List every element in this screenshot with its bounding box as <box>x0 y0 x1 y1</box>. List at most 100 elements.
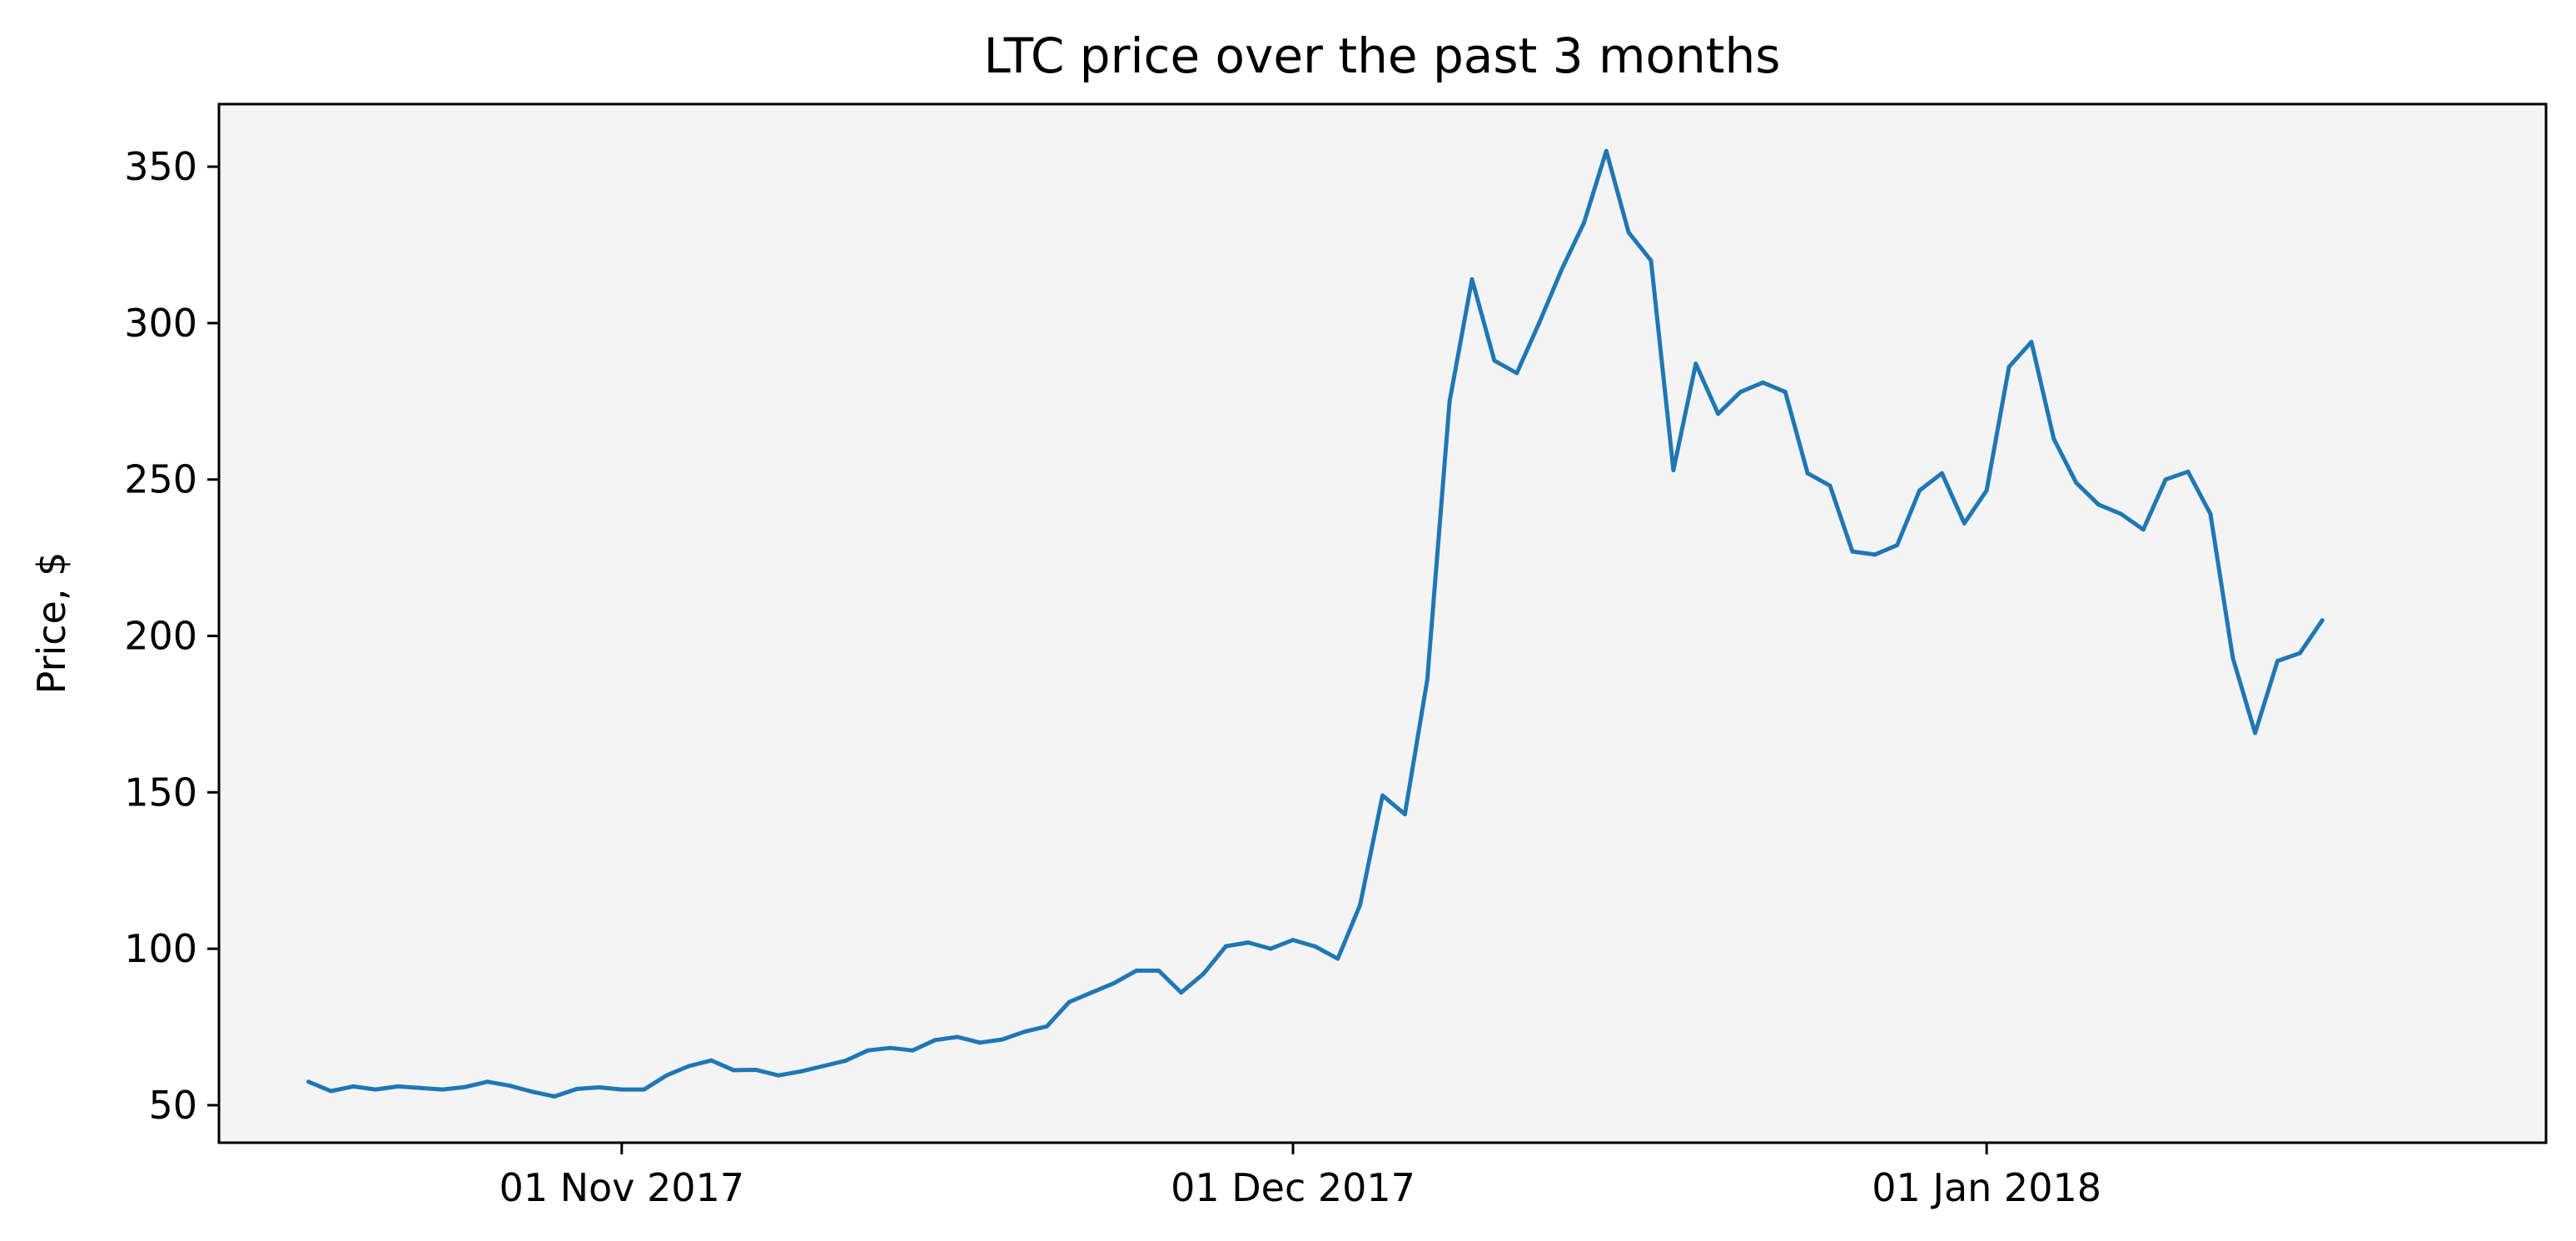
data-point <box>418 1085 423 1090</box>
data-point <box>1111 980 1116 985</box>
data-point <box>463 1084 468 1089</box>
y-tick-label: 300 <box>124 301 197 346</box>
data-point <box>2118 511 2123 516</box>
x-tick-label: 01 Jan 2018 <box>1872 1165 2101 1210</box>
y-axis-label: Price, $ <box>29 552 74 695</box>
data-point <box>1268 946 1273 951</box>
data-point <box>1089 990 1094 995</box>
data-point <box>1470 277 1474 282</box>
data-point <box>1537 321 1542 326</box>
data-point <box>1447 399 1452 404</box>
y-tick-label: 250 <box>124 457 197 502</box>
data-point <box>1514 371 1519 376</box>
data-point <box>1179 990 1184 995</box>
data-point <box>1917 488 1922 493</box>
data-point <box>1850 549 1855 554</box>
y-axis: 50 100 150 200 250 300 350 <box>124 144 219 1128</box>
data-point <box>664 1073 669 1078</box>
data-point <box>1783 390 1788 395</box>
data-point <box>955 1034 960 1039</box>
data-point <box>2186 469 2191 474</box>
data-point <box>1581 221 1586 226</box>
data-point <box>1604 148 1609 153</box>
data-point <box>1939 471 1944 476</box>
data-point <box>1425 677 1430 682</box>
data-point <box>1223 944 1228 949</box>
data-point <box>507 1084 512 1089</box>
data-point <box>2208 511 2213 516</box>
data-point <box>821 1064 826 1069</box>
data-point <box>1335 956 1340 961</box>
data-point <box>1313 944 1318 949</box>
y-tick-label: 200 <box>124 614 197 659</box>
data-point <box>1626 230 1631 235</box>
data-point <box>910 1048 915 1053</box>
data-point <box>530 1089 535 1094</box>
data-point <box>1201 971 1206 976</box>
x-tick-label: 01 Nov 2017 <box>499 1165 744 1210</box>
data-point <box>1000 1037 1005 1042</box>
data-point <box>1022 1029 1027 1034</box>
data-point <box>1872 552 1877 557</box>
data-point <box>306 1079 311 1084</box>
data-point <box>2141 527 2146 532</box>
data-point <box>373 1087 378 1092</box>
data-point <box>1156 968 1161 973</box>
data-point <box>1246 940 1251 945</box>
x-tick-label: 01 Dec 2017 <box>1171 1165 1415 1210</box>
data-point <box>1649 258 1654 263</box>
data-point <box>574 1086 579 1091</box>
data-point <box>2163 477 2168 482</box>
data-point <box>597 1085 602 1089</box>
y-tick-label: 50 <box>148 1083 197 1128</box>
data-point <box>642 1087 647 1092</box>
data-point <box>2096 502 2101 507</box>
data-point <box>843 1059 848 1064</box>
data-points <box>306 148 2325 1099</box>
data-point <box>485 1079 490 1084</box>
data-point <box>1693 361 1698 366</box>
data-point <box>1760 380 1765 385</box>
data-point <box>328 1089 333 1094</box>
chart-title: LTC price over the past 3 months <box>983 27 1780 84</box>
data-point <box>776 1073 781 1078</box>
data-point <box>753 1068 758 1072</box>
data-point <box>1671 468 1676 472</box>
data-point <box>865 1048 870 1053</box>
data-point <box>2007 365 2012 369</box>
data-point <box>686 1064 691 1069</box>
data-point <box>932 1038 937 1043</box>
data-point <box>395 1084 400 1089</box>
data-point <box>977 1040 982 1045</box>
data-point <box>2029 340 2034 344</box>
data-point <box>1358 903 1363 907</box>
data-point <box>1044 1024 1049 1029</box>
data-point <box>2051 436 2056 441</box>
data-point <box>2230 655 2235 660</box>
data-point <box>1559 267 1564 272</box>
data-point <box>1716 411 1721 416</box>
data-point <box>619 1087 624 1092</box>
data-point <box>731 1068 736 1073</box>
data-point <box>2074 481 2079 485</box>
data-point <box>1738 390 1743 395</box>
y-tick-label: 350 <box>124 144 197 189</box>
data-point <box>888 1045 893 1050</box>
data-point <box>709 1058 714 1063</box>
data-point <box>1402 812 1407 817</box>
data-point <box>1895 543 1900 548</box>
data-point <box>2297 650 2302 655</box>
data-point <box>1067 999 1072 1004</box>
y-tick-label: 150 <box>124 770 197 815</box>
data-point <box>1380 793 1385 798</box>
data-point <box>2275 659 2280 664</box>
data-point <box>1492 358 1497 363</box>
plot-area <box>219 104 2546 1143</box>
data-point <box>2253 730 2258 735</box>
data-point <box>1134 968 1139 973</box>
data-point <box>2320 618 2325 623</box>
data-point <box>440 1087 445 1092</box>
data-point <box>1962 521 1967 526</box>
data-point <box>1290 938 1295 943</box>
